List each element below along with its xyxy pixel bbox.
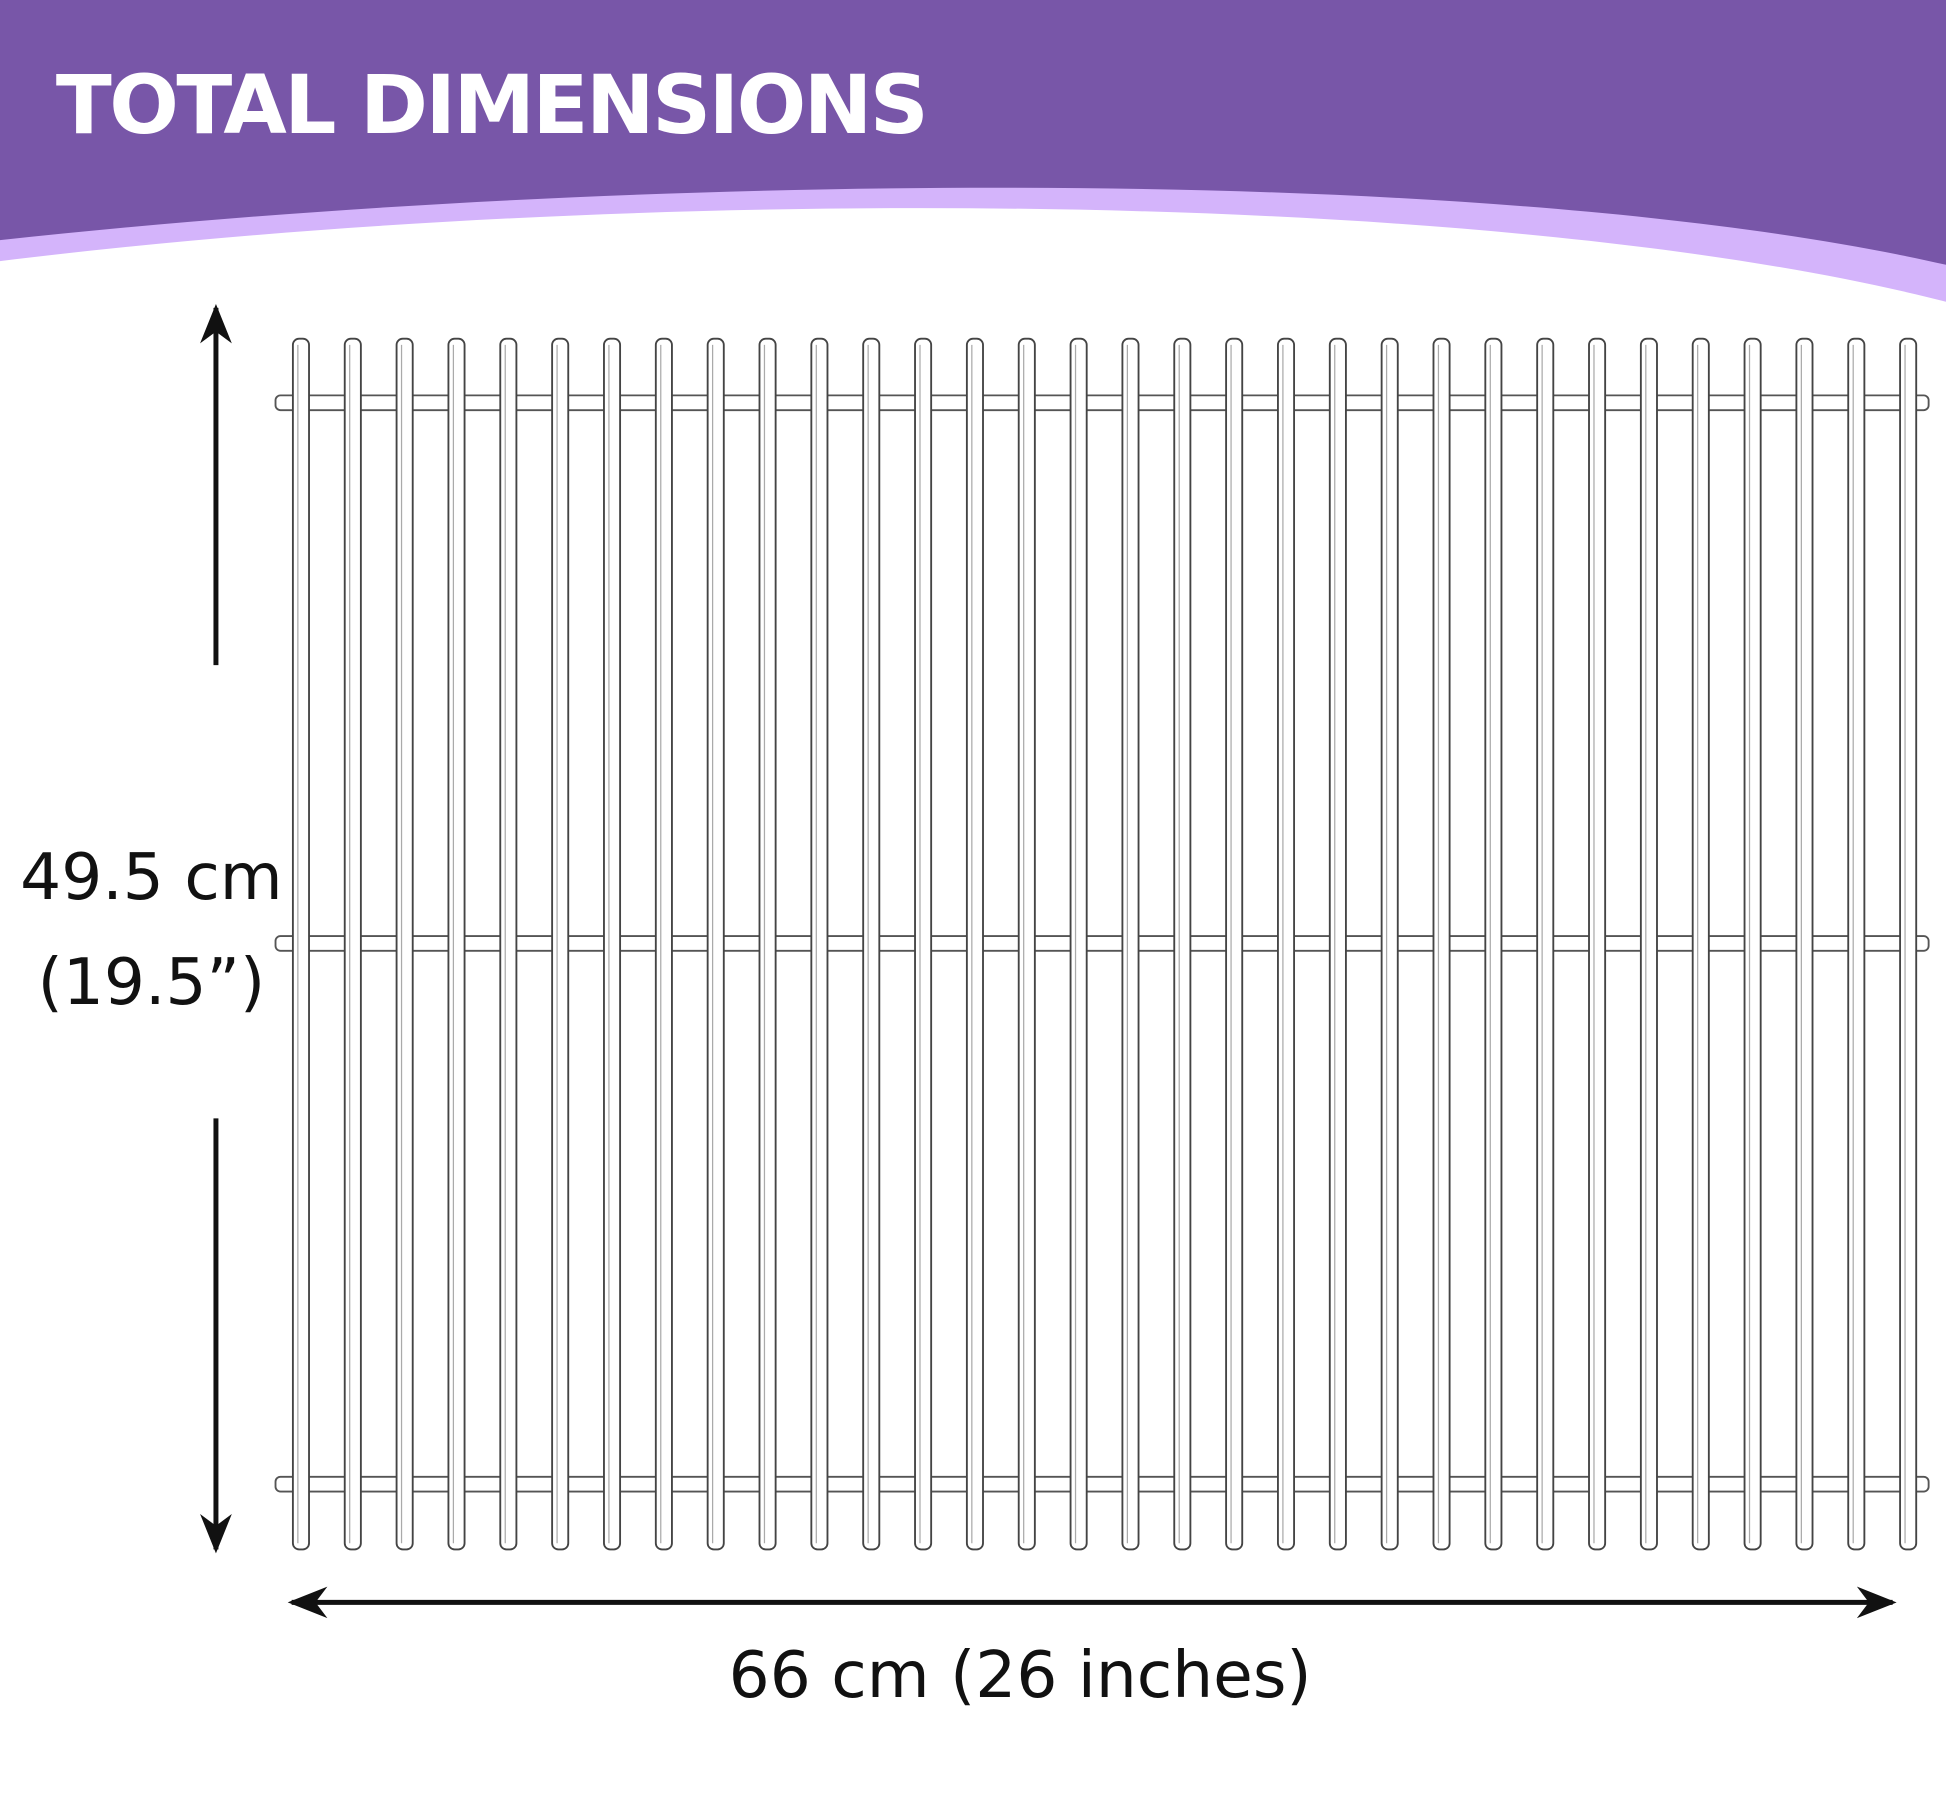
- height-in-label: (19.5”): [38, 945, 265, 1020]
- grill-rod: [706, 337, 725, 1551]
- grill-rod: [343, 337, 362, 1551]
- grill-rod: [551, 337, 570, 1551]
- width-label: 66 cm (26 inches): [729, 1638, 1312, 1713]
- cross-bar: [274, 394, 1930, 412]
- height-cm-label: 49.5 cm: [20, 840, 283, 915]
- cross-bar: [274, 935, 1930, 952]
- grill-rod: [862, 337, 881, 1551]
- grill-rod: [810, 337, 829, 1551]
- grill-rod: [1847, 337, 1866, 1551]
- header-band: [0, 0, 1946, 265]
- grill-rod: [1536, 337, 1555, 1551]
- grill-rod: [395, 337, 414, 1551]
- grill-rod: [965, 337, 984, 1551]
- grill-rod: [914, 337, 933, 1551]
- grill-rod: [1328, 337, 1347, 1551]
- grill-rod: [1173, 337, 1192, 1551]
- grill-rod: [1484, 337, 1503, 1551]
- grill-rod: [447, 337, 466, 1551]
- grill-rod: [1432, 337, 1451, 1551]
- grill-rod: [1588, 337, 1607, 1551]
- grill-rod: [603, 337, 622, 1551]
- grill-rod: [499, 337, 518, 1551]
- grill-rod: [654, 337, 673, 1551]
- grill-rod: [1225, 337, 1244, 1551]
- grill-drawing: [274, 337, 1930, 1551]
- grill-rod: [1899, 337, 1918, 1551]
- grill-rod: [1069, 337, 1088, 1551]
- grill-rod: [1691, 337, 1710, 1551]
- grill-rod: [758, 337, 777, 1551]
- grill-rod: [1743, 337, 1762, 1551]
- grill-rod: [1121, 337, 1140, 1551]
- grill-rod: [1795, 337, 1814, 1551]
- header-title: TOTAL DIMENSIONS: [56, 58, 926, 153]
- cross-bar: [274, 1475, 1930, 1493]
- grill-rod: [291, 337, 310, 1551]
- grill-rod: [1639, 337, 1658, 1551]
- grill-rod: [1380, 337, 1399, 1551]
- grill-rod: [1277, 337, 1296, 1551]
- grill-rod: [1017, 337, 1036, 1551]
